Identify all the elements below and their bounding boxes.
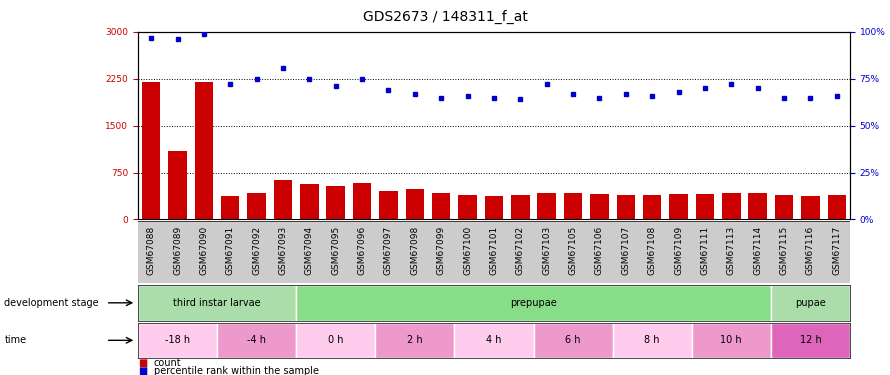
Text: GSM67103: GSM67103 — [542, 226, 551, 276]
Bar — [138, 322, 217, 358]
Bar — [533, 322, 612, 358]
Text: GSM67116: GSM67116 — [805, 226, 815, 276]
Bar — [696, 194, 714, 219]
Bar — [217, 322, 296, 358]
Text: -4 h: -4 h — [247, 335, 266, 345]
Text: GSM67096: GSM67096 — [358, 226, 367, 276]
Bar — [376, 322, 455, 358]
Bar — [771, 322, 850, 358]
Text: GSM67108: GSM67108 — [648, 226, 657, 276]
Bar — [406, 189, 424, 219]
Text: GSM67102: GSM67102 — [516, 226, 525, 275]
Text: 2 h: 2 h — [407, 335, 423, 345]
Text: GSM67114: GSM67114 — [753, 226, 762, 275]
Text: GSM67094: GSM67094 — [305, 226, 314, 275]
Text: 4 h: 4 h — [486, 335, 502, 345]
Text: GSM67099: GSM67099 — [437, 226, 446, 276]
Bar — [138, 285, 296, 321]
Text: GSM67107: GSM67107 — [621, 226, 630, 276]
Text: GSM67089: GSM67089 — [173, 226, 182, 276]
Text: 0 h: 0 h — [328, 335, 344, 345]
Bar — [379, 191, 398, 219]
Text: GSM67092: GSM67092 — [252, 226, 261, 275]
Text: GSM67098: GSM67098 — [410, 226, 419, 276]
Bar — [221, 196, 239, 219]
Text: ■: ■ — [138, 358, 147, 368]
Bar — [274, 180, 292, 219]
Bar — [722, 192, 740, 219]
Text: -18 h: -18 h — [165, 335, 190, 345]
Bar — [617, 195, 635, 219]
Bar — [775, 195, 793, 219]
Text: GSM67090: GSM67090 — [199, 226, 208, 276]
Text: 12 h: 12 h — [799, 335, 821, 345]
Bar — [692, 322, 771, 358]
Bar — [590, 194, 609, 219]
Text: GSM67097: GSM67097 — [384, 226, 393, 276]
Bar — [612, 322, 692, 358]
Bar — [771, 285, 850, 321]
Text: GSM67111: GSM67111 — [700, 226, 709, 276]
Text: count: count — [154, 358, 182, 368]
Bar — [432, 193, 450, 219]
Text: time: time — [4, 335, 27, 345]
Bar — [327, 186, 345, 219]
Text: GSM67088: GSM67088 — [147, 226, 156, 276]
Bar — [801, 196, 820, 219]
Text: 10 h: 10 h — [721, 335, 742, 345]
Text: development stage: development stage — [4, 298, 99, 308]
Bar — [300, 184, 319, 219]
Bar — [748, 193, 767, 219]
Bar — [195, 82, 213, 219]
Text: 6 h: 6 h — [565, 335, 581, 345]
Text: GSM67113: GSM67113 — [727, 226, 736, 276]
Bar — [455, 322, 533, 358]
Text: third instar larvae: third instar larvae — [174, 298, 261, 308]
Text: prepupae: prepupae — [510, 298, 557, 308]
Text: GSM67100: GSM67100 — [463, 226, 472, 276]
Bar — [142, 82, 160, 219]
Text: percentile rank within the sample: percentile rank within the sample — [154, 366, 319, 375]
Bar — [352, 183, 371, 219]
Text: GSM67117: GSM67117 — [832, 226, 841, 276]
Bar — [168, 151, 187, 219]
Bar — [485, 196, 503, 219]
Text: pupae: pupae — [795, 298, 826, 308]
Text: GSM67091: GSM67091 — [226, 226, 235, 276]
Text: 8 h: 8 h — [644, 335, 659, 345]
Text: GSM67101: GSM67101 — [490, 226, 498, 276]
Text: GSM67115: GSM67115 — [780, 226, 789, 276]
Bar — [247, 193, 266, 219]
Text: GSM67106: GSM67106 — [595, 226, 604, 276]
Text: GSM67095: GSM67095 — [331, 226, 340, 276]
Bar — [296, 285, 771, 321]
Text: GSM67105: GSM67105 — [569, 226, 578, 276]
Text: GSM67109: GSM67109 — [674, 226, 683, 276]
Bar — [296, 322, 376, 358]
Text: ■: ■ — [138, 366, 147, 375]
Bar — [643, 195, 661, 219]
Bar — [458, 195, 477, 219]
Bar — [828, 195, 846, 219]
Bar — [511, 195, 530, 219]
Bar — [669, 194, 688, 219]
Text: GSM67093: GSM67093 — [279, 226, 287, 276]
Bar — [538, 193, 556, 219]
Text: GDS2673 / 148311_f_at: GDS2673 / 148311_f_at — [362, 9, 528, 24]
Bar — [564, 192, 582, 219]
